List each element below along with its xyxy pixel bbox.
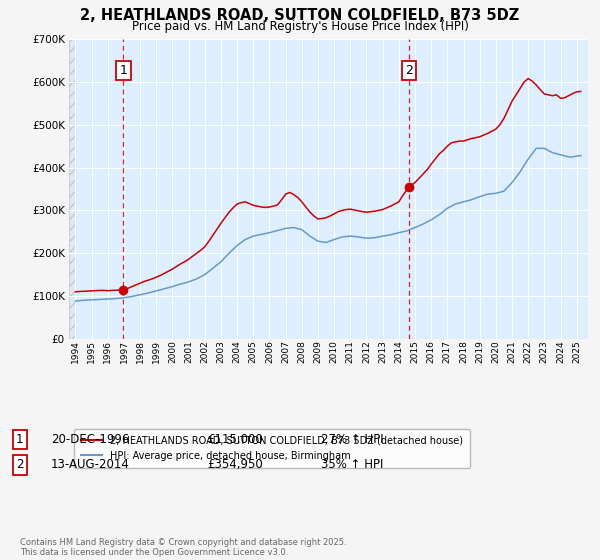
Text: Price paid vs. HM Land Registry's House Price Index (HPI): Price paid vs. HM Land Registry's House … xyxy=(131,20,469,33)
Text: 2, HEATHLANDS ROAD, SUTTON COLDFIELD, B73 5DZ: 2, HEATHLANDS ROAD, SUTTON COLDFIELD, B7… xyxy=(80,8,520,24)
Legend: 2, HEATHLANDS ROAD, SUTTON COLDFIELD, B73 5DZ (detached house), HPI: Average pri: 2, HEATHLANDS ROAD, SUTTON COLDFIELD, B7… xyxy=(74,429,470,468)
Text: 2: 2 xyxy=(16,458,23,472)
Text: 20-DEC-1996: 20-DEC-1996 xyxy=(51,433,130,446)
Text: 13-AUG-2014: 13-AUG-2014 xyxy=(51,458,130,472)
Text: £354,950: £354,950 xyxy=(207,458,263,472)
Text: 2: 2 xyxy=(405,64,413,77)
Text: £115,000: £115,000 xyxy=(207,433,263,446)
Text: Contains HM Land Registry data © Crown copyright and database right 2025.
This d: Contains HM Land Registry data © Crown c… xyxy=(20,538,346,557)
Text: 1: 1 xyxy=(16,433,23,446)
Text: 1: 1 xyxy=(119,64,127,77)
Text: 35% ↑ HPI: 35% ↑ HPI xyxy=(321,458,383,472)
Bar xyxy=(69,39,76,339)
Text: 27% ↑ HPI: 27% ↑ HPI xyxy=(321,433,383,446)
